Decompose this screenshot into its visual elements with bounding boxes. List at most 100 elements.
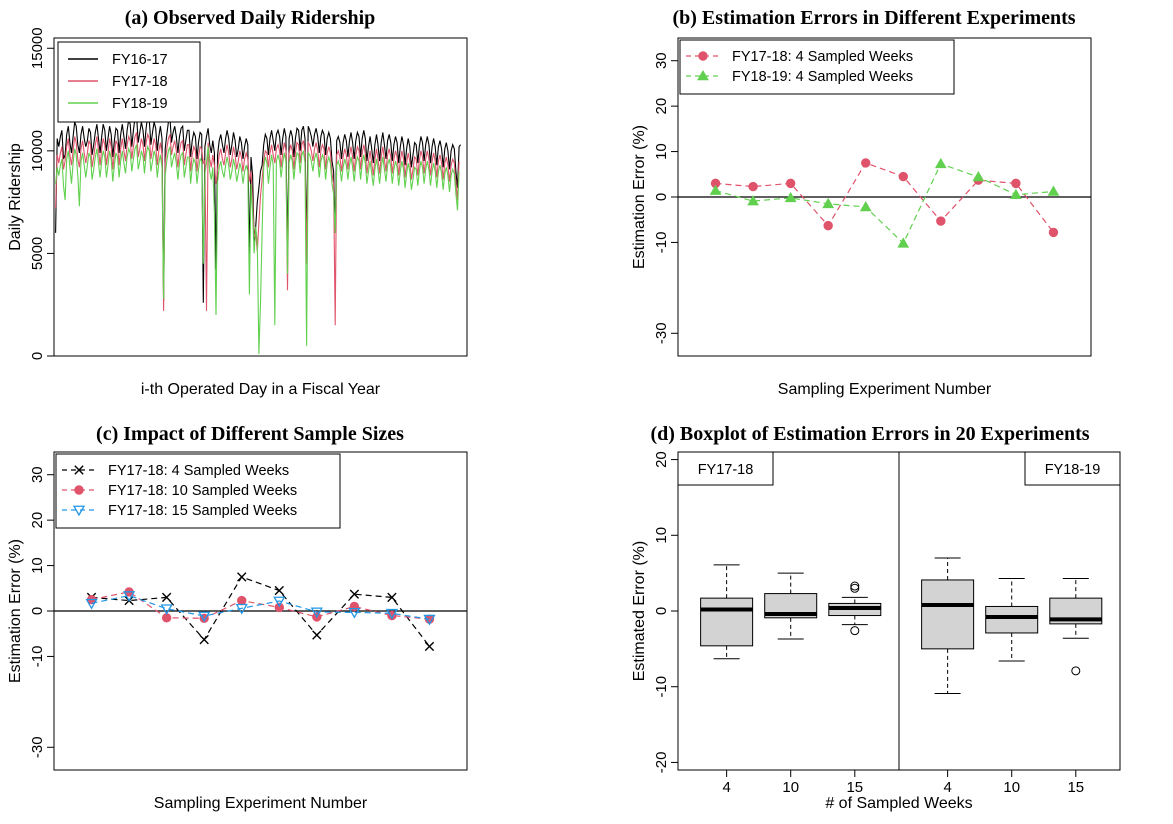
y-tick-label: -30: [29, 736, 46, 758]
legend-label: FY17-18: [112, 74, 168, 90]
data-point: [936, 216, 946, 226]
legend: FY17-18: 4 Sampled Weeks FY18-19: 4 Sampl…: [679, 39, 955, 95]
series-line-FY17-18: 4 Sampled Weeks: [715, 162, 1054, 233]
legend-box: [679, 39, 955, 95]
data-point: [1010, 188, 1022, 199]
box-iqr: [985, 605, 1039, 634]
data-point: [274, 602, 284, 613]
y-tick-label: 30: [29, 466, 46, 483]
legend-box: [55, 453, 341, 529]
x-tick-label: 4: [943, 779, 951, 796]
series-line-FY16-17: [55, 114, 462, 303]
y-tick-label: -30: [653, 322, 670, 344]
legend-label: FY18-19: 4 Sampled Weeks: [732, 69, 913, 85]
data-point: [312, 630, 322, 640]
y-tick-label: 10: [29, 557, 46, 574]
legend-marker: [698, 51, 708, 61]
data-point: [235, 603, 248, 615]
x-tick-label: 10: [1003, 779, 1020, 796]
x-tick-label: 4: [722, 779, 730, 796]
panel-c: (c) Impact of Different Sample Sizes -30 -…: [7, 423, 468, 812]
outlier-point: [850, 583, 860, 593]
legend: FY17-18: 4 Sampled Weeks FY17-18: 10 Samp…: [55, 453, 341, 529]
data-point: [897, 237, 910, 248]
x-tick-label: 15: [1067, 779, 1084, 796]
legend: FY16-17 FY17-18 FY18-19: [57, 41, 201, 123]
data-point: [784, 191, 797, 203]
outlier-point: [850, 626, 860, 636]
data-point: [748, 181, 758, 192]
y-tick-label: 20: [653, 98, 670, 115]
boxplot: 4: [700, 564, 754, 796]
data-point: [199, 634, 209, 645]
data-point: [198, 611, 211, 623]
series-line-FY18-19: 4 Sampled Weeks: [715, 163, 1054, 245]
data-point: [385, 608, 399, 620]
x-axis-label: i-th Operated Day in a Fiscal Year: [141, 381, 381, 398]
data-point: [387, 592, 397, 603]
series-line-FY17-18: 15 Sampled Weeks: [91, 594, 430, 620]
legend-marker: [74, 485, 84, 495]
data-point: [1047, 185, 1060, 196]
y-tick-label: 30: [653, 52, 670, 69]
y-axis-label: Estimated Error (%): [631, 541, 648, 681]
outlier-point: [1071, 666, 1081, 676]
data-point: [349, 601, 360, 612]
legend-marker: [72, 505, 86, 517]
y-tick-label: -20: [653, 752, 670, 774]
data-point: [1048, 227, 1059, 238]
data-point: [822, 197, 835, 209]
data-point: [934, 157, 947, 169]
x-tick-label: 15: [846, 779, 863, 796]
y-tick-label: 0: [653, 193, 670, 201]
y-tick-label: 10: [653, 527, 670, 544]
boxplot: 15: [828, 581, 882, 796]
data-point: [859, 200, 872, 212]
series-line-FY17-18: 4 Sampled Weeks: [91, 576, 430, 647]
data-point: [785, 178, 796, 189]
data-point: [85, 598, 98, 610]
legend-label: FY17-18: 4 Sampled Weeks: [108, 463, 289, 479]
y-axis-label: Daily Ridership: [7, 143, 24, 251]
data-point: [348, 607, 361, 619]
data-point: [237, 595, 247, 606]
data-point: [747, 195, 759, 206]
y-tick-label: 0: [29, 607, 46, 615]
box-iqr: [700, 597, 754, 647]
data-point: [823, 220, 833, 231]
data-point: [274, 585, 284, 596]
data-point: [424, 641, 435, 652]
data-point: [898, 171, 908, 182]
panel-a: (a) Observed Daily Ridership 0 5000 10000 15…: [7, 7, 468, 398]
y-axis-label: Estimation Error (%): [7, 539, 24, 683]
data-point: [310, 607, 323, 619]
legend-label: FY16-17: [112, 52, 168, 68]
panel-a-title: (a) Observed Daily Ridership: [125, 7, 376, 29]
data-point: [237, 572, 247, 582]
legend-box: [57, 41, 201, 123]
data-point: [122, 591, 136, 602]
group-label-box: [677, 451, 774, 486]
y-tick-label: 0: [29, 352, 46, 360]
y-axis-label: Estimation Error (%): [631, 125, 648, 269]
legend-label: FY18-19: [112, 96, 168, 112]
y-tick-label: 5000: [29, 237, 46, 270]
panel-d-title: (d) Boxplot of Estimation Errors in 20 E…: [650, 423, 1089, 445]
panel-b-title: (b) Estimation Errors in Different Exper…: [672, 7, 1075, 29]
x-axis-label: Sampling Experiment Number: [778, 381, 992, 398]
boxplot: 4: [921, 557, 975, 796]
y-tick-label: 20: [653, 451, 670, 468]
data-point: [861, 158, 871, 168]
group-label: FY17-18: [698, 462, 754, 478]
boxplot: 10: [985, 577, 1039, 796]
y-tick-label: 15000: [29, 27, 46, 69]
legend-label: FY17-18: 10 Sampled Weeks: [108, 483, 297, 499]
outlier-point: [850, 581, 860, 591]
data-point: [972, 171, 985, 182]
data-point: [160, 604, 173, 616]
legend-marker: [74, 465, 84, 475]
data-point: [273, 596, 286, 608]
boxplot: 10: [764, 572, 818, 796]
data-point: [709, 184, 722, 195]
